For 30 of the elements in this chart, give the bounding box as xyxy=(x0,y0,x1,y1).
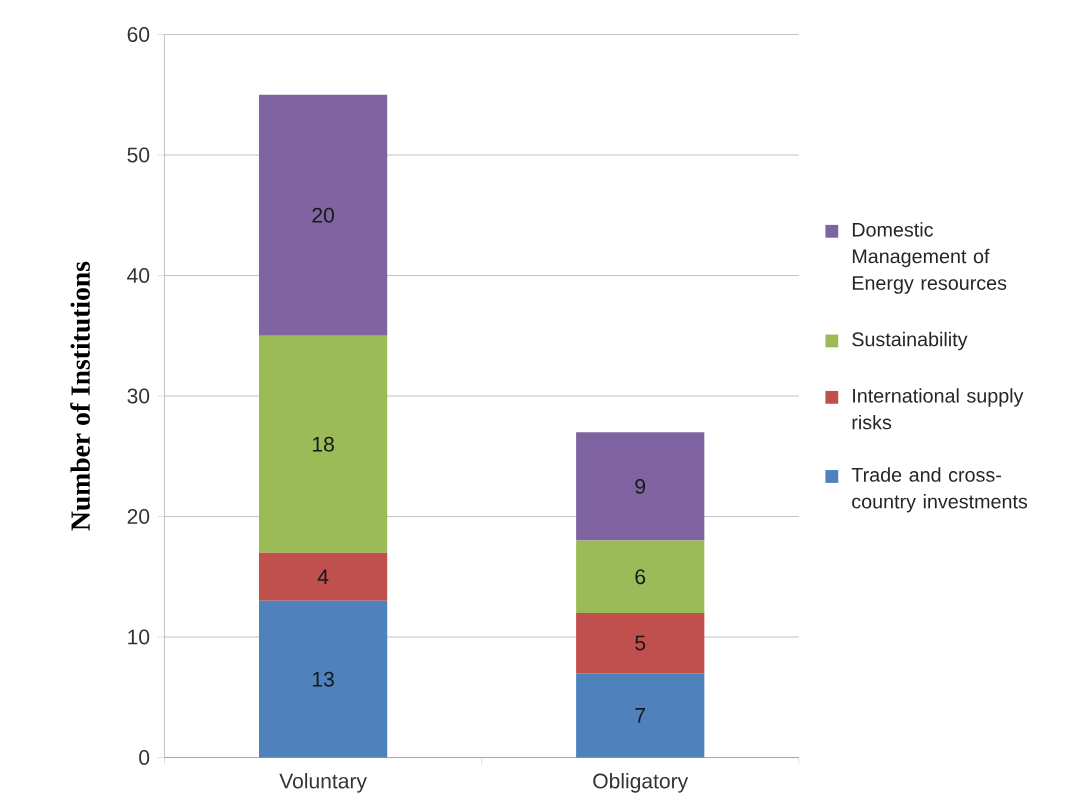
bar xyxy=(576,432,705,541)
bar xyxy=(258,94,388,336)
y-tick-label: 40 xyxy=(127,268,150,284)
y-tick-label: 50 xyxy=(127,147,150,163)
data-label: 7 xyxy=(635,708,646,723)
bar xyxy=(258,552,388,601)
legend-label: International supply risks xyxy=(852,388,1024,430)
data-label: 4 xyxy=(317,569,329,585)
bar xyxy=(576,540,705,613)
bar xyxy=(576,613,705,674)
data-label: 20 xyxy=(312,207,334,223)
x-tick-label: Voluntary xyxy=(279,773,367,793)
x-tick-label: Obligatory xyxy=(593,773,689,793)
data-label: 18 xyxy=(313,436,334,452)
legend-label: Domestic Management of Energy resources xyxy=(852,222,1007,294)
data-label: 13 xyxy=(313,671,334,687)
data-label: 6 xyxy=(635,569,646,585)
y-tick-label: 60 xyxy=(127,27,150,43)
y-tick-label: 10 xyxy=(128,629,150,645)
y-tick-label: 0 xyxy=(139,750,150,766)
legend-label: Trade and cross-country investments xyxy=(851,467,1028,513)
data-label: 9 xyxy=(635,479,646,494)
bar xyxy=(576,673,705,758)
bar xyxy=(258,600,388,758)
y-axis-title: Number of Institutions xyxy=(70,261,90,531)
data-label: 5 xyxy=(635,635,646,651)
bar xyxy=(258,335,388,553)
legend-label: Sustainability xyxy=(852,331,968,351)
y-tick-label: 20 xyxy=(127,509,150,525)
y-tick-label: 30 xyxy=(127,388,150,404)
